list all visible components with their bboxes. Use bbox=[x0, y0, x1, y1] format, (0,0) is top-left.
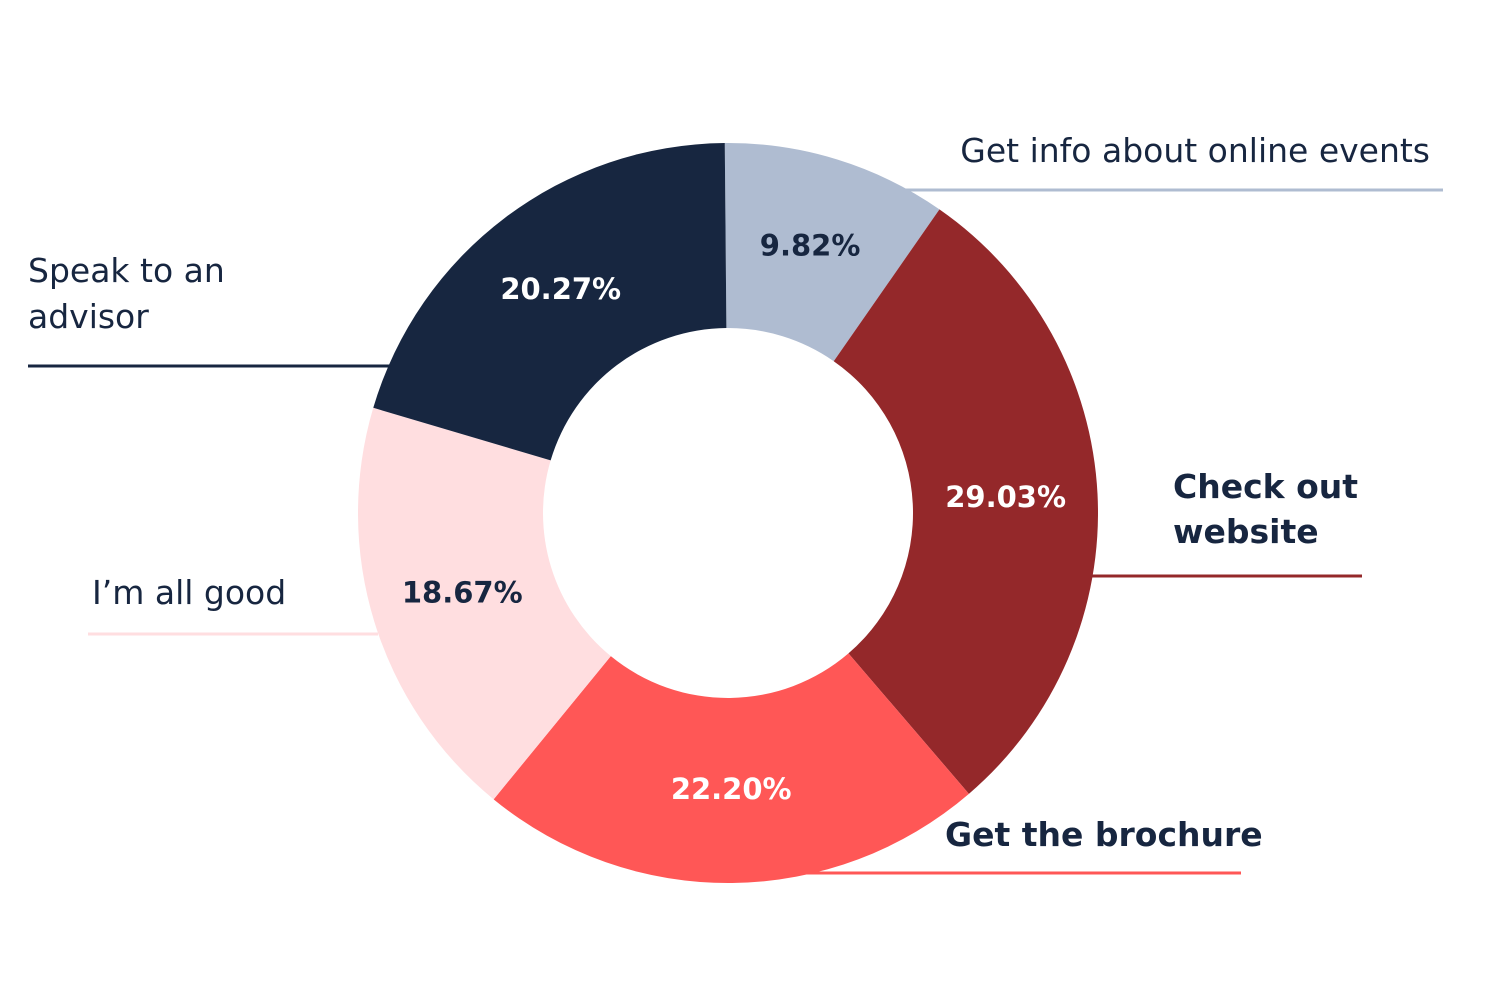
callout-label-get-the-brochure: Get the brochure bbox=[945, 815, 1263, 854]
callout-label-i-m-all-good: I’m all good bbox=[92, 573, 286, 612]
slice-i-m-all-good bbox=[357, 407, 611, 800]
slice-get-info-about-online-events bbox=[724, 142, 940, 362]
donut-slices bbox=[357, 142, 1098, 883]
value-label-get-info-about-online-events: 9.82% bbox=[760, 228, 861, 262]
callout-label-check-out-website: Check out website bbox=[1173, 467, 1358, 551]
callout-labels: Get info about online events Check out web… bbox=[28, 131, 1443, 875]
slice-get-the-brochure bbox=[493, 653, 969, 883]
donut-value-labels: 9.82% 29.03% 22.20% 18.67% 20.27% bbox=[402, 228, 1066, 806]
slice-speak-to-an-advisor bbox=[373, 143, 727, 461]
value-label-check-out-website: 29.03% bbox=[945, 480, 1066, 514]
value-label-get-the-brochure: 22.20% bbox=[671, 772, 792, 806]
value-label-speak-to-an-advisor: 20.27% bbox=[500, 272, 621, 306]
slice-check-out-website bbox=[833, 209, 1098, 794]
callout-label-speak-to-an-advisor: Speak to an advisor bbox=[28, 251, 225, 336]
callout-label-get-info-about-online-events: Get info about online events bbox=[960, 131, 1430, 170]
value-label-i-m-all-good: 18.67% bbox=[402, 576, 523, 610]
